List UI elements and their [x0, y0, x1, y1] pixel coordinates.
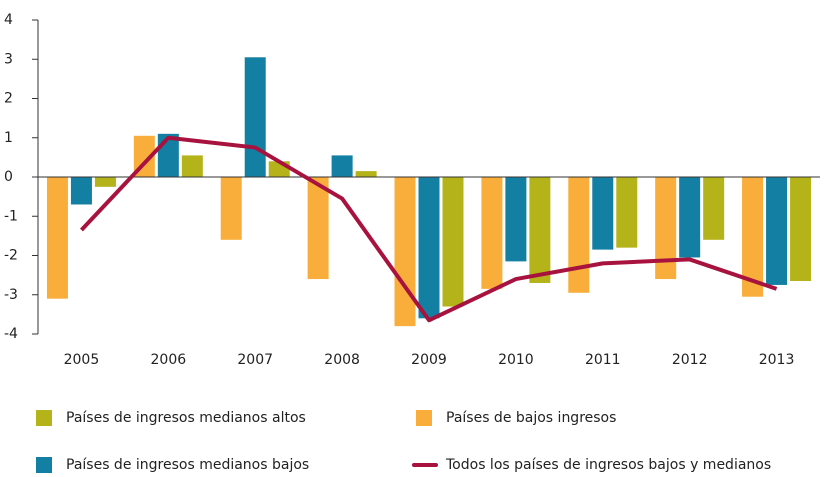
- bar: [505, 177, 527, 262]
- bar: [94, 177, 116, 187]
- x-tick-label: 2006: [151, 352, 187, 368]
- bar: [355, 171, 377, 177]
- y-tick-label: -1: [4, 208, 18, 224]
- legend-swatch: [36, 410, 52, 426]
- bar: [766, 177, 788, 285]
- bar: [70, 177, 92, 205]
- bar: [394, 177, 416, 327]
- y-tick-label: 3: [4, 51, 13, 67]
- y-tick-label: -3: [4, 287, 18, 303]
- bar: [655, 177, 677, 280]
- bar: [679, 177, 701, 258]
- bar: [481, 177, 503, 289]
- legend-swatch: [36, 457, 52, 473]
- x-tick-label: 2009: [411, 352, 447, 368]
- legend-label: Países de bajos ingresos: [446, 410, 616, 426]
- y-tick-label: 1: [4, 130, 13, 146]
- x-tick-label: 2007: [237, 352, 273, 368]
- legend-label: Todos los países de ingresos bajos y med…: [445, 457, 771, 473]
- bar: [418, 177, 440, 319]
- y-tick-label: -4: [4, 326, 18, 342]
- bar: [703, 177, 725, 240]
- bar: [244, 57, 266, 177]
- x-tick-label: 2005: [64, 352, 100, 368]
- bar: [529, 177, 551, 283]
- bar: [568, 177, 590, 293]
- y-tick-label: 2: [4, 91, 13, 107]
- x-tick-label: 2010: [498, 352, 534, 368]
- x-tick-label: 2008: [324, 352, 360, 368]
- y-tick-label: 0: [4, 169, 13, 185]
- bar: [220, 177, 242, 240]
- y-tick-label: 4: [4, 12, 13, 28]
- bar: [742, 177, 764, 297]
- x-tick-label: 2012: [672, 352, 708, 368]
- x-tick-label: 2013: [759, 352, 795, 368]
- bar: [46, 177, 68, 299]
- legend-swatch: [416, 410, 432, 426]
- bar: [616, 177, 638, 248]
- legend-label: Países de ingresos medianos bajos: [66, 457, 309, 473]
- bar: [331, 155, 353, 177]
- y-tick-label: -2: [4, 248, 18, 264]
- line: [79, 135, 778, 323]
- bar: [592, 177, 614, 250]
- bar: [181, 155, 203, 177]
- x-tick-label: 2011: [585, 352, 621, 368]
- bar: [790, 177, 812, 282]
- legend-label: Países de ingresos medianos altos: [66, 410, 306, 426]
- bar: [307, 177, 329, 280]
- bar: [442, 177, 464, 307]
